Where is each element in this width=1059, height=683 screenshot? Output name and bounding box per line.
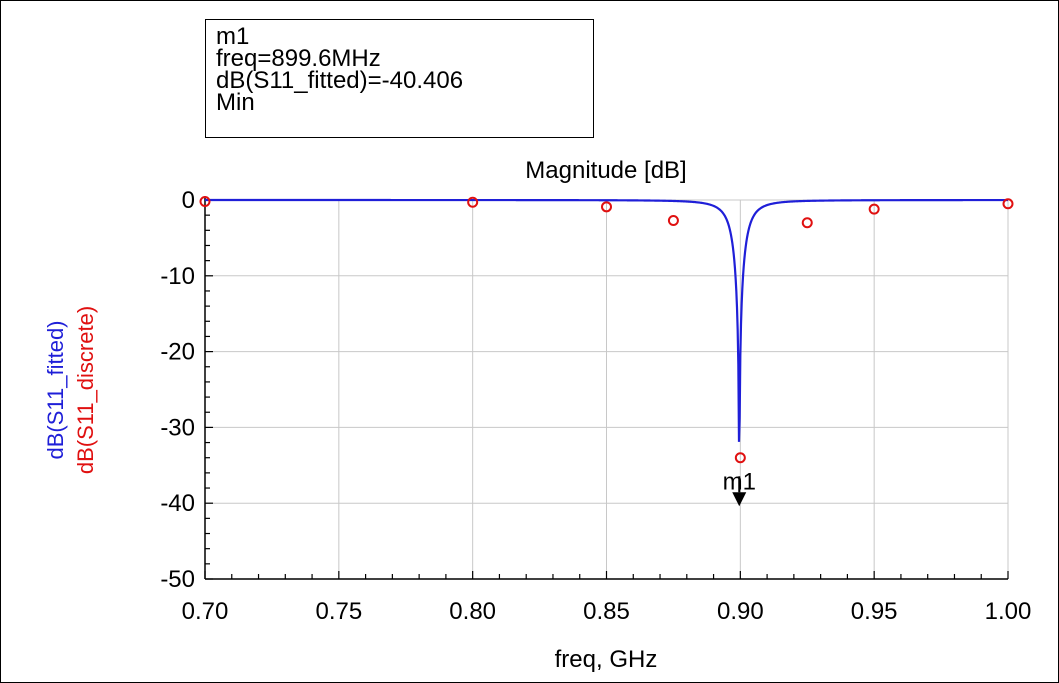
data-point-discrete [1002, 198, 1014, 210]
marker-mode: Min [216, 89, 255, 116]
x-tick-label: 0.90 [717, 598, 764, 625]
x-tick-label: 0.80 [449, 598, 496, 625]
data-point-discrete [734, 452, 746, 464]
y-axis-label-fitted: dB(S11_fitted) [43, 320, 68, 459]
y-tick-label: -10 [160, 263, 195, 290]
series [199, 196, 1014, 464]
data-point-discrete [601, 201, 612, 213]
data-point-discrete [801, 217, 813, 229]
y-tick-label: -50 [160, 566, 195, 593]
x-tick-label: 0.70 [182, 598, 229, 625]
y-tick-label: -20 [160, 339, 195, 366]
y-tick-label: -40 [160, 490, 195, 517]
data-point-discrete [868, 203, 880, 215]
marker-name: m1 [216, 23, 250, 50]
axes [204, 196, 1009, 580]
chart-title: Magnitude [dB] [525, 157, 686, 184]
marker-readout-box: m1 freq=899.6MHz dB(S11_fitted)=-40.406 … [205, 19, 594, 138]
data-point-discrete [667, 214, 679, 226]
x-tick-label: 0.75 [315, 598, 362, 625]
x-axis-label: freq, GHz [555, 646, 658, 673]
tick-labels: 0.70 0.75 0.80 0.85 0.90 0.95 1.00 0 -10 -20 -30 -4… [160, 187, 1031, 625]
grid-lines [204, 199, 1009, 580]
data-point-discrete [467, 196, 479, 208]
x-tick-label: 0.85 [583, 598, 630, 625]
marker-frequency: freq=899.6MHz [216, 45, 381, 72]
y-tick-label: -30 [160, 414, 195, 441]
x-tick-label: 1.00 [985, 598, 1032, 625]
x-tick-label: 0.95 [851, 598, 898, 625]
markers: m1 [723, 468, 756, 507]
marker-arrow-icon [732, 492, 747, 507]
marker-value: dB(S11_fitted)=-40.406 [216, 67, 464, 94]
y-axis-label-discrete: dB(S11_discrete) [73, 306, 98, 474]
y-tick-label: 0 [182, 187, 195, 214]
series-line-fitted [205, 198, 1008, 442]
marker-label: m1 [723, 468, 756, 495]
data-point-discrete [199, 196, 211, 208]
